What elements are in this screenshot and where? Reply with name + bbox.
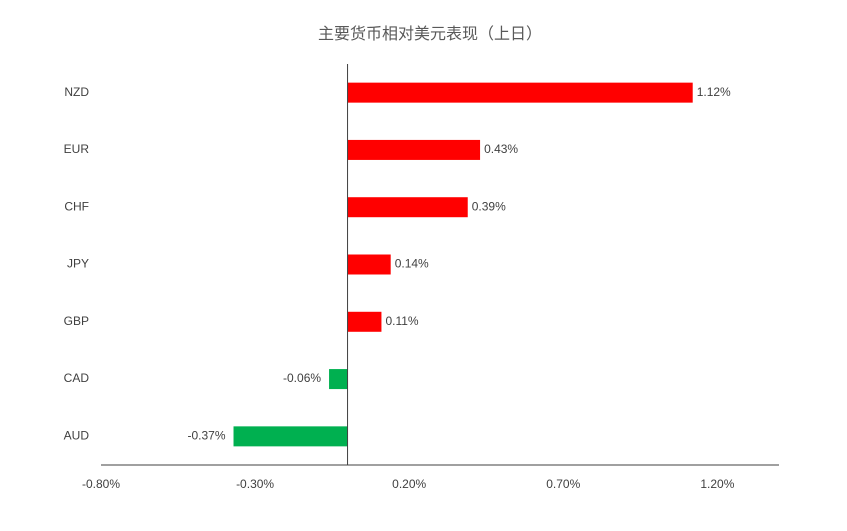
value-label: -0.37% bbox=[187, 429, 225, 443]
bar bbox=[329, 369, 348, 390]
bar bbox=[347, 254, 391, 275]
y-tick-label: AUD bbox=[64, 429, 90, 443]
y-tick-label: CAD bbox=[64, 371, 90, 385]
bar bbox=[347, 82, 693, 103]
x-tick-label: 1.20% bbox=[700, 477, 734, 491]
value-label: 0.43% bbox=[484, 142, 518, 156]
value-label: 1.12% bbox=[697, 85, 731, 99]
y-tick-label: GBP bbox=[64, 314, 89, 328]
bar bbox=[233, 426, 348, 447]
bar bbox=[347, 197, 468, 218]
x-tick-label: 0.70% bbox=[546, 477, 580, 491]
y-tick-label: JPY bbox=[67, 257, 89, 271]
y-tick-label: EUR bbox=[64, 142, 90, 156]
bar bbox=[347, 311, 382, 332]
value-label: 0.11% bbox=[385, 314, 418, 328]
y-tick-label: CHF bbox=[64, 199, 89, 213]
x-tick-label: 0.20% bbox=[392, 477, 426, 491]
bar bbox=[347, 139, 481, 160]
value-label: 0.39% bbox=[472, 199, 506, 213]
x-tick-label: -0.80% bbox=[82, 477, 120, 491]
chart-title: 主要货币相对美元表现（上日） bbox=[318, 25, 542, 43]
y-tick-label: NZD bbox=[64, 85, 89, 99]
x-tick-label: -0.30% bbox=[236, 477, 274, 491]
value-label: -0.06% bbox=[283, 371, 321, 385]
value-label: 0.14% bbox=[395, 257, 429, 271]
